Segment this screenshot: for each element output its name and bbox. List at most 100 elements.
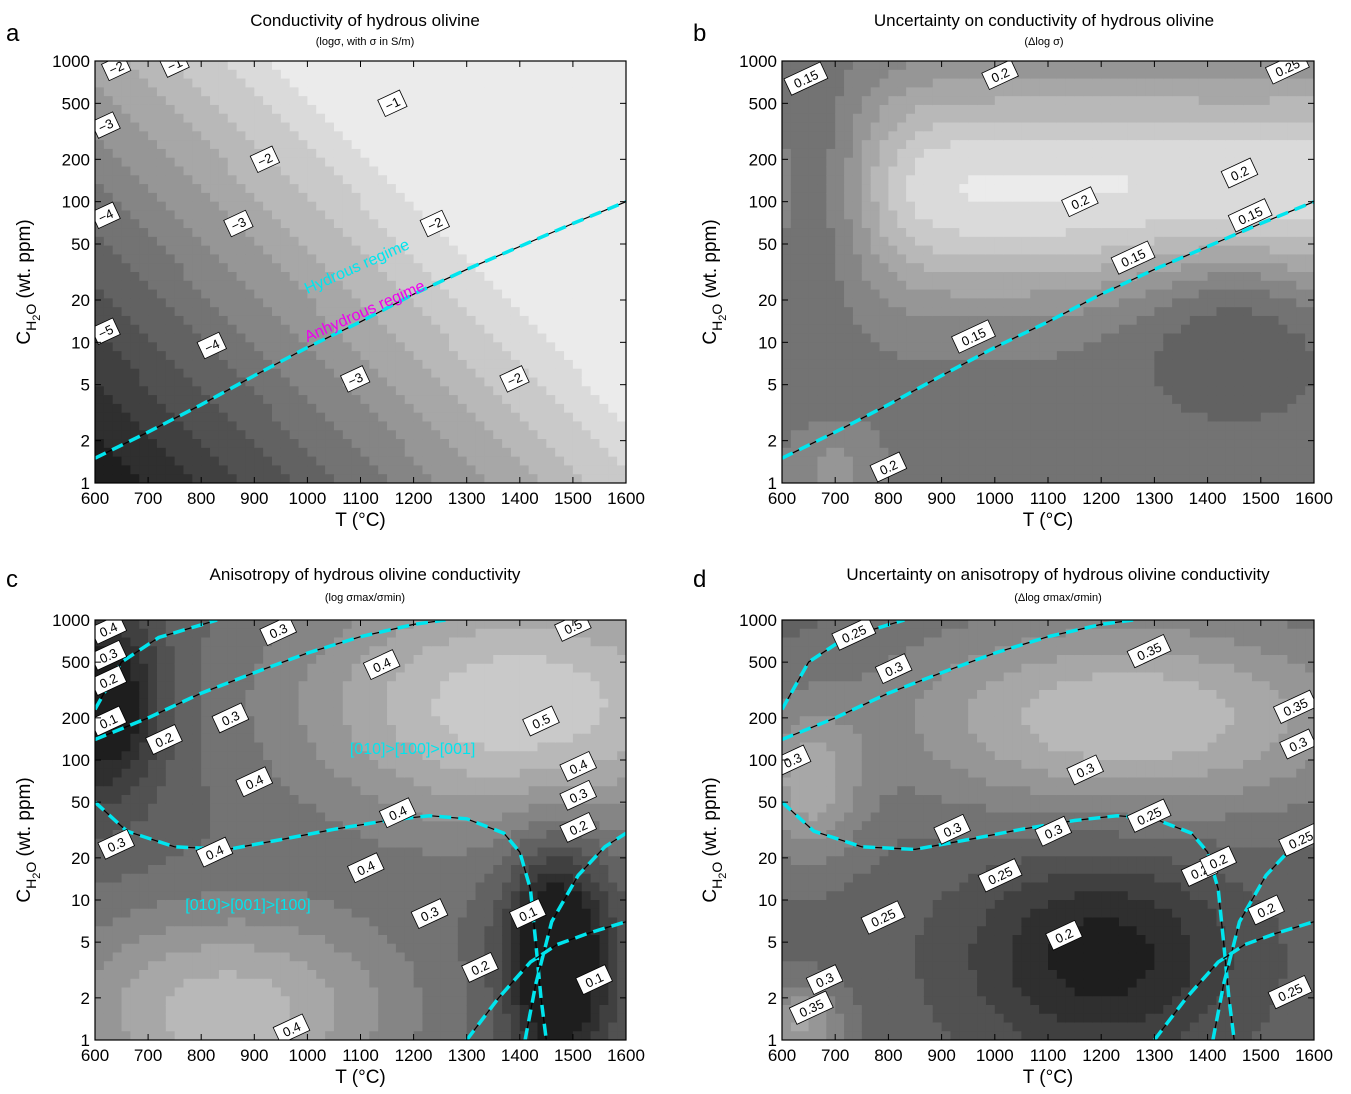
field-cell bbox=[413, 456, 424, 467]
field-cell bbox=[1074, 236, 1085, 247]
field-cell bbox=[148, 87, 158, 97]
field-cell bbox=[449, 113, 459, 124]
field-cell bbox=[572, 421, 583, 431]
field-cell bbox=[968, 192, 978, 203]
field-cell bbox=[959, 359, 969, 370]
field-cell bbox=[440, 447, 450, 458]
field-cell bbox=[307, 289, 317, 299]
contour-label-box bbox=[419, 209, 451, 238]
field-cell bbox=[280, 474, 291, 483]
field-cell bbox=[941, 351, 952, 361]
field-cell bbox=[581, 351, 592, 361]
field-cell bbox=[826, 228, 836, 238]
field-cell bbox=[174, 219, 185, 229]
field-cell bbox=[493, 78, 503, 88]
field-cell bbox=[519, 456, 530, 467]
boundary-line bbox=[95, 200, 626, 460]
field-cell bbox=[165, 184, 176, 194]
field-cell bbox=[307, 61, 317, 71]
field-cell bbox=[994, 447, 1005, 458]
field-cell bbox=[112, 474, 123, 483]
contour-label-text: −2 bbox=[255, 150, 275, 170]
field-cell bbox=[112, 175, 123, 185]
field-cell bbox=[139, 61, 149, 71]
field-cell bbox=[1101, 298, 1111, 308]
field-cell bbox=[1092, 245, 1102, 256]
field-cell bbox=[139, 78, 149, 88]
field-cell bbox=[192, 228, 202, 238]
field-cell bbox=[852, 439, 863, 449]
contour-label-box bbox=[95, 317, 121, 345]
field-cell bbox=[103, 465, 114, 475]
field-cell bbox=[227, 315, 238, 326]
field-cell bbox=[1056, 245, 1067, 256]
field-cell bbox=[457, 263, 468, 273]
field-cell bbox=[1145, 87, 1155, 97]
field-cell bbox=[1074, 78, 1085, 88]
field-cell bbox=[360, 175, 370, 185]
field-cell bbox=[510, 148, 521, 159]
field-cell bbox=[298, 192, 308, 203]
field-cell bbox=[599, 280, 609, 291]
field-cell bbox=[888, 439, 898, 449]
field-cell bbox=[537, 430, 547, 440]
field-cell bbox=[1030, 465, 1040, 475]
field-cell bbox=[888, 61, 898, 71]
field-cell bbox=[201, 465, 211, 475]
field-cell bbox=[590, 148, 601, 159]
field-cell bbox=[440, 377, 450, 387]
field-cell bbox=[210, 157, 220, 168]
field-cell bbox=[121, 131, 131, 141]
field-cell bbox=[1074, 351, 1085, 361]
field-cell bbox=[280, 166, 291, 176]
field-cell bbox=[1136, 324, 1147, 335]
field-cell bbox=[546, 166, 556, 176]
field-cell bbox=[870, 148, 881, 159]
field-cell bbox=[1065, 324, 1076, 335]
field-cell bbox=[1092, 254, 1102, 264]
field-cell bbox=[844, 430, 854, 440]
field-cell bbox=[1065, 236, 1076, 247]
field-cell bbox=[852, 210, 863, 220]
field-cell bbox=[617, 166, 626, 176]
field-cell bbox=[289, 315, 300, 326]
field-cell bbox=[502, 342, 512, 352]
field-cell bbox=[1092, 386, 1102, 396]
field-cell bbox=[289, 140, 300, 150]
field-cell bbox=[932, 69, 943, 80]
field-cell bbox=[466, 148, 477, 159]
field-cell bbox=[617, 447, 626, 458]
field-cell bbox=[378, 175, 388, 185]
field-cell bbox=[280, 342, 291, 352]
field-cell bbox=[835, 447, 845, 458]
field-cell bbox=[466, 219, 477, 229]
y-tick-label: 2 bbox=[81, 432, 90, 451]
field-cell bbox=[852, 430, 863, 440]
field-cell bbox=[502, 359, 512, 370]
field-cell bbox=[156, 289, 167, 299]
field-cell bbox=[1012, 113, 1022, 124]
field-cell bbox=[148, 324, 158, 335]
field-cell bbox=[148, 465, 158, 475]
field-cell bbox=[245, 122, 255, 132]
field-cell bbox=[440, 421, 450, 431]
field-cell bbox=[1110, 140, 1120, 150]
field-cell bbox=[790, 236, 801, 247]
field-cell bbox=[174, 421, 185, 431]
field-cell bbox=[590, 96, 601, 106]
field-cell bbox=[844, 342, 854, 352]
field-cell bbox=[817, 307, 827, 317]
field-cell bbox=[817, 166, 827, 176]
field-cell bbox=[484, 122, 494, 132]
field-cell bbox=[790, 377, 801, 387]
field-cell bbox=[289, 280, 300, 291]
field-cell bbox=[968, 69, 978, 80]
field-cell bbox=[342, 61, 353, 71]
field-cell bbox=[826, 324, 836, 335]
field-cell bbox=[280, 175, 291, 185]
field-cell bbox=[835, 395, 845, 405]
y-axis-label-part: C bbox=[14, 331, 35, 345]
field-cell bbox=[852, 263, 863, 273]
field-cell bbox=[449, 421, 459, 431]
field-cell bbox=[977, 412, 987, 423]
